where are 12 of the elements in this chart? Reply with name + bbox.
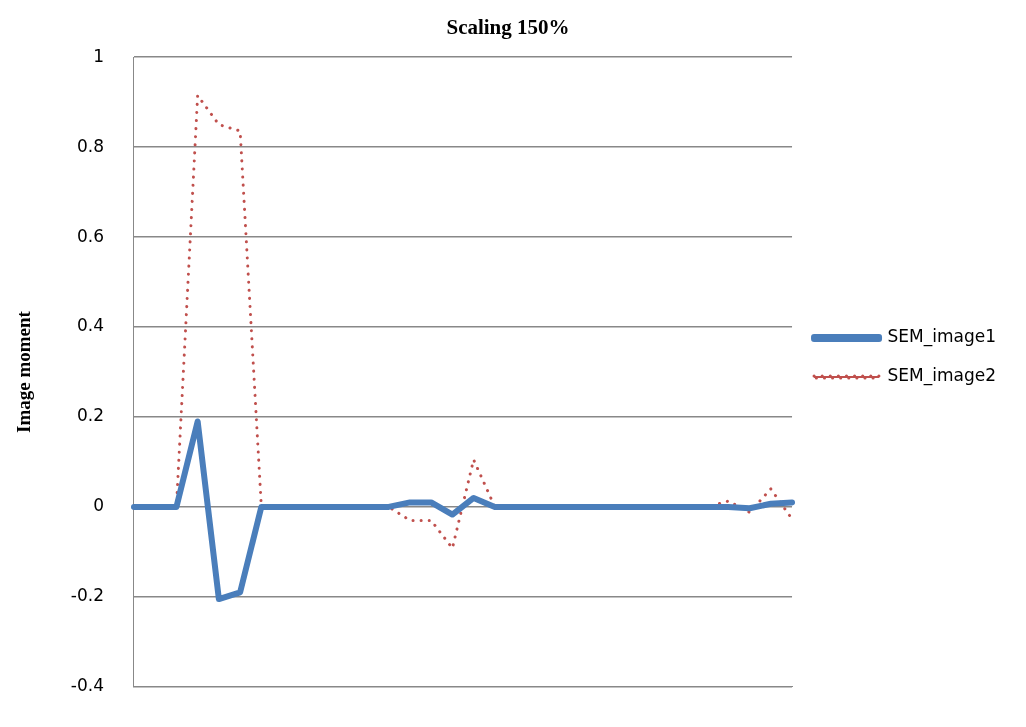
legend-label: SEM_image1 <box>887 326 996 348</box>
chart-title: Scaling 150% <box>446 15 570 40</box>
y-tick-label: -0.4 <box>70 675 104 696</box>
y-tick-label: -0.2 <box>70 585 104 606</box>
y-tick-label: 1 <box>93 45 104 66</box>
y-axis-title: Image moment <box>13 310 35 433</box>
y-tick-label: 0.2 <box>76 405 104 426</box>
y-tick-label: 0.4 <box>76 315 104 336</box>
y-tick-label: 0 <box>93 495 104 516</box>
y-tick-label: 0.6 <box>76 225 104 246</box>
y-tick-label: 0.8 <box>76 135 104 156</box>
legend-label: SEM_image2 <box>887 365 996 387</box>
